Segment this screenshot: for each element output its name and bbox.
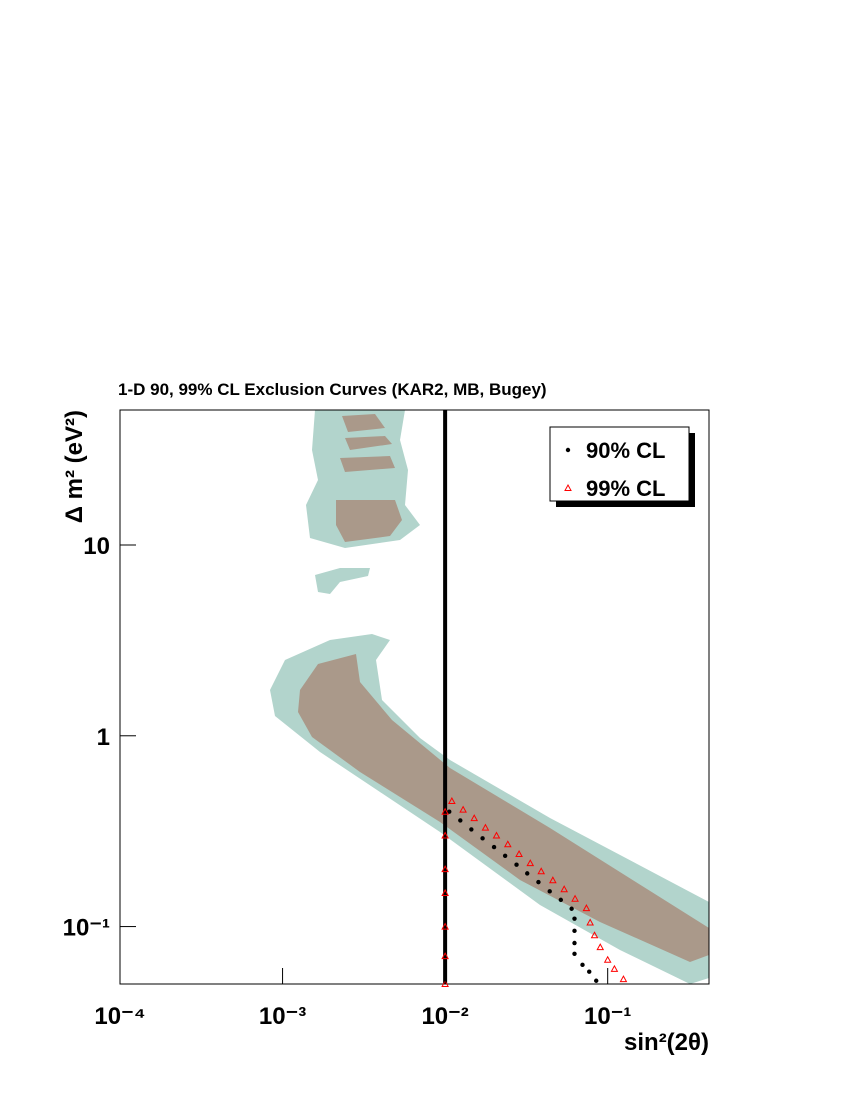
data-point (596, 943, 605, 951)
data-point (569, 906, 574, 911)
data-point (441, 807, 449, 815)
data-point (572, 940, 577, 946)
legend-marker (564, 483, 572, 491)
data-point (441, 888, 449, 896)
plot-frame (119, 409, 710, 985)
data-point (536, 879, 541, 885)
region-90 (336, 414, 402, 542)
data-point (491, 844, 497, 850)
data-point (582, 904, 591, 912)
data-point (537, 867, 546, 875)
x-tick-label: 10⁻³ (259, 1003, 306, 1030)
data-point (441, 865, 449, 873)
data-point (470, 814, 479, 822)
data-point (594, 978, 599, 983)
legend (549, 426, 695, 507)
allowed-regions (270, 410, 709, 984)
data-point (549, 876, 557, 884)
data-point (580, 962, 585, 968)
data-point (441, 922, 449, 930)
data-point (547, 889, 552, 894)
data-point (448, 796, 456, 805)
data-point (515, 849, 523, 858)
data-point (469, 827, 474, 832)
data-point (571, 894, 579, 902)
data-point (590, 931, 599, 939)
data-point (586, 918, 594, 926)
data-point (458, 818, 463, 823)
data-point (447, 809, 452, 814)
data-point (480, 836, 485, 841)
data-point (572, 951, 577, 956)
x-axis-label: sin²(2θ) (624, 1029, 709, 1056)
data-point (502, 853, 508, 858)
data-point (560, 885, 569, 893)
data-point (503, 840, 512, 848)
y-tick-label: 10⁻¹ (63, 915, 110, 942)
data-point (441, 979, 449, 987)
y-tick-label: 10 (83, 533, 110, 560)
data-point (526, 859, 535, 867)
data-point (587, 969, 592, 974)
data-point (603, 955, 612, 963)
x-tick-label: 10⁻² (421, 1003, 468, 1030)
data-point (514, 862, 519, 867)
data-point (619, 975, 628, 983)
region-90 (298, 654, 709, 962)
data-point (441, 831, 449, 839)
legend-label: 99% CL (586, 476, 665, 501)
data-point (558, 897, 564, 903)
data-point (459, 805, 467, 813)
marks (441, 410, 628, 987)
y-tick-label: 1 (97, 724, 110, 751)
data-point (572, 916, 577, 921)
data-point (572, 928, 577, 934)
data-point (481, 823, 490, 831)
y-axis-label: Δ m² (eV²) (61, 410, 88, 523)
x-tick-label: 10⁻¹ (584, 1003, 631, 1030)
x-tick-label: 10⁻⁴ (94, 1003, 145, 1030)
legend-marker (565, 447, 571, 453)
data-point (610, 964, 619, 972)
data-point (441, 952, 449, 960)
data-point (492, 831, 501, 839)
legend-box (549, 426, 690, 502)
chart-title: 1-D 90, 99% CL Exclusion Curves (KAR2, M… (118, 380, 547, 399)
legend-label: 90% CL (586, 438, 665, 463)
region-99 (315, 568, 370, 594)
data-point (525, 871, 530, 876)
